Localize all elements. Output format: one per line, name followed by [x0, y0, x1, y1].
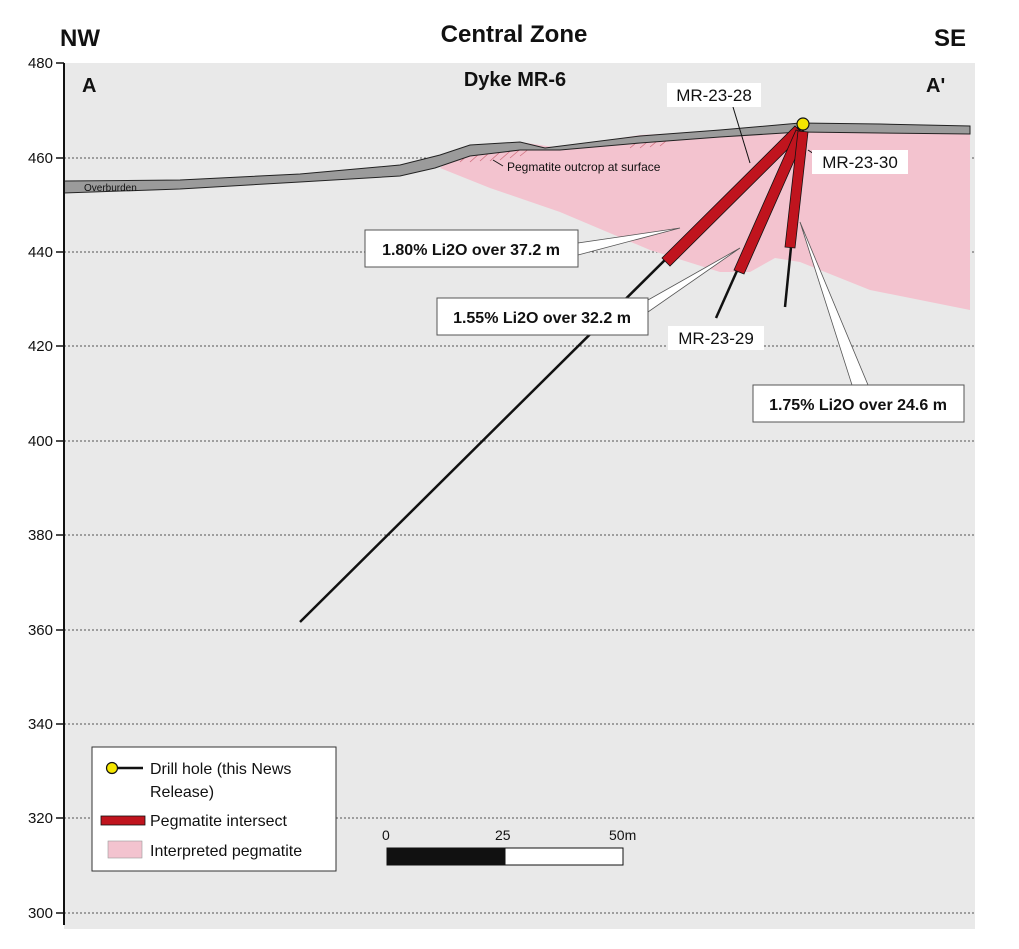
diagram-subtitle: Dyke MR-6	[464, 69, 566, 91]
scale-bar: 0 25 50m	[382, 827, 636, 866]
overburden-label: Overburden	[84, 183, 137, 194]
label-bg-mr-23-28	[667, 83, 761, 107]
intersect-mr-23-30	[784, 130, 809, 249]
right-direction-label: SE	[934, 25, 966, 52]
elevation-tick-labels: 480 460 440 420 400 380 360 340 320 300	[28, 55, 53, 922]
diagram-title: Central Zone	[441, 21, 588, 48]
intercept-text-mr-23-30: 1.75% Li2O over 24.6 m	[769, 397, 947, 414]
tick-label-400: 400	[28, 433, 53, 450]
tick-label-340: 340	[28, 716, 53, 733]
tick-label-300: 300	[28, 905, 53, 922]
section-start-label: A	[82, 75, 96, 97]
scale-label-50: 50m	[609, 827, 636, 843]
callout-box-mr-23-30	[752, 384, 965, 423]
legend-drill-hole-line2: Release)	[150, 784, 214, 801]
tick-label-460: 460	[28, 150, 53, 167]
tick-label-420: 420	[28, 338, 53, 355]
section-end-label: A'	[926, 75, 945, 97]
tick-label-440: 440	[28, 244, 53, 261]
drill-collar-icon	[796, 117, 810, 131]
legend-drill-hole-line1: Drill hole (this News	[150, 761, 291, 778]
hole-label-mr-23-29: MR-23-29	[678, 329, 754, 348]
scale-segment-white	[504, 847, 624, 866]
outcrop-label: Pegmatite outcrop at surface	[507, 160, 661, 174]
hole-label-mr-23-30: MR-23-30	[822, 153, 898, 172]
label-bg-mr-23-29	[668, 326, 764, 350]
legend: Drill hole (this News Release) Pegmatite…	[91, 746, 337, 872]
legend-pegmatite-swatch	[107, 840, 143, 859]
scale-label-25: 25	[495, 827, 511, 843]
legend-intersect-label: Pegmatite intersect	[150, 813, 288, 830]
callout-box-mr-23-28	[364, 229, 579, 268]
tick-label-480: 480	[28, 55, 53, 72]
left-direction-label: NW	[60, 25, 100, 52]
hole-label-mr-23-28: MR-23-28	[676, 86, 752, 105]
legend-collar-icon	[105, 761, 119, 775]
scale-label-0: 0	[382, 827, 390, 843]
legend-pegmatite-label: Interpreted pegmatite	[150, 843, 302, 860]
scale-segment-black	[386, 847, 506, 866]
overburden-layer	[63, 122, 971, 194]
elevation-ticks	[56, 62, 64, 914]
intercept-text-mr-23-29: 1.55% Li2O over 32.2 m	[453, 310, 631, 327]
tick-label-320: 320	[28, 810, 53, 827]
legend-intersect-swatch	[100, 815, 146, 826]
callout-box-mr-23-29	[436, 297, 649, 336]
intercept-text-mr-23-28: 1.80% Li2O over 37.2 m	[382, 242, 560, 259]
outcrop-leader	[492, 159, 504, 167]
tick-label-360: 360	[28, 622, 53, 639]
label-bg-mr-23-30	[812, 150, 908, 174]
tick-label-380: 380	[28, 527, 53, 544]
pegmatite-intersects	[661, 125, 809, 275]
